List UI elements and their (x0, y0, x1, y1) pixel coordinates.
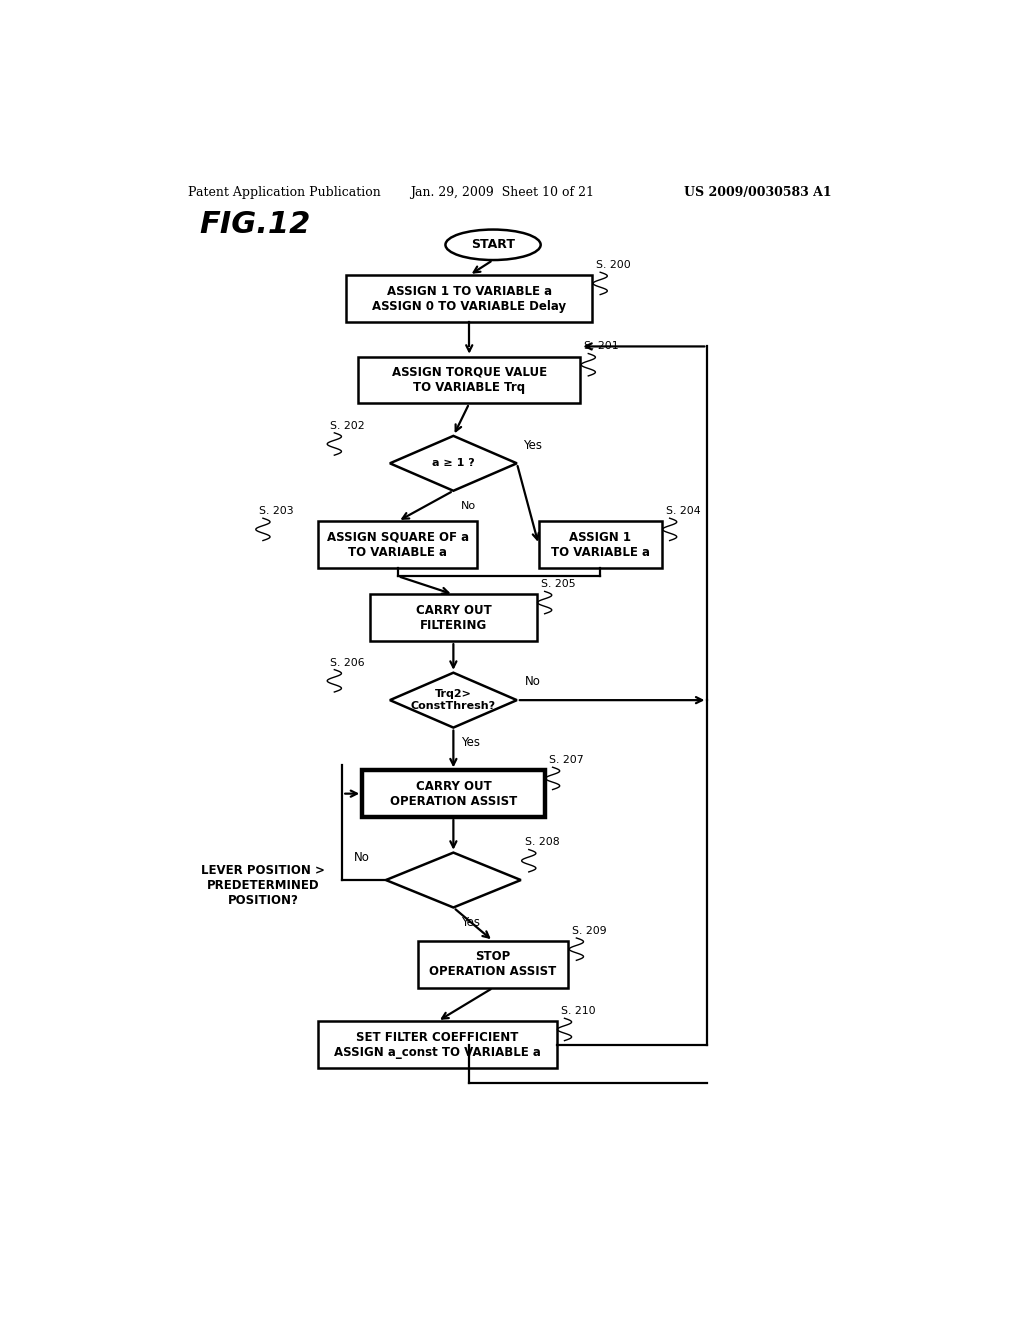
Text: START: START (471, 239, 515, 251)
Text: Jan. 29, 2009  Sheet 10 of 21: Jan. 29, 2009 Sheet 10 of 21 (410, 186, 594, 199)
Text: S. 206: S. 206 (331, 657, 365, 668)
Text: a ≥ 1 ?: a ≥ 1 ? (432, 458, 475, 469)
Text: S. 204: S. 204 (666, 506, 700, 516)
Text: S. 200: S. 200 (596, 260, 631, 271)
Text: Yes: Yes (523, 438, 543, 451)
Text: S. 209: S. 209 (572, 925, 607, 936)
Text: US 2009/0030583 A1: US 2009/0030583 A1 (684, 186, 831, 199)
Text: Patent Application Publication: Patent Application Publication (187, 186, 380, 199)
Text: FIG.12: FIG.12 (200, 210, 310, 239)
Text: S. 201: S. 201 (585, 342, 618, 351)
Text: S. 205: S. 205 (541, 579, 575, 589)
Text: ASSIGN 1 TO VARIABLE a
ASSIGN 0 TO VARIABLE Delay: ASSIGN 1 TO VARIABLE a ASSIGN 0 TO VARIA… (372, 285, 566, 313)
Text: S. 207: S. 207 (549, 755, 584, 766)
Text: No: No (354, 851, 370, 865)
Text: STOP
OPERATION ASSIST: STOP OPERATION ASSIST (429, 950, 557, 978)
Text: No: No (524, 676, 541, 688)
Text: Yes: Yes (461, 916, 480, 929)
Text: SET FILTER COEFFICIENT
ASSIGN a_const TO VARIABLE a: SET FILTER COEFFICIENT ASSIGN a_const TO… (334, 1031, 541, 1059)
Text: S. 203: S. 203 (259, 506, 294, 516)
Text: CARRY OUT
OPERATION ASSIST: CARRY OUT OPERATION ASSIST (390, 780, 517, 808)
Text: No: No (461, 502, 476, 511)
Text: LEVER POSITION >
PREDETERMINED
POSITION?: LEVER POSITION > PREDETERMINED POSITION? (201, 863, 325, 907)
Text: ASSIGN 1
TO VARIABLE a: ASSIGN 1 TO VARIABLE a (551, 531, 649, 558)
Text: ASSIGN SQUARE OF a
TO VARIABLE a: ASSIGN SQUARE OF a TO VARIABLE a (327, 531, 469, 558)
Text: ASSIGN TORQUE VALUE
TO VARIABLE Trq: ASSIGN TORQUE VALUE TO VARIABLE Trq (392, 366, 547, 393)
Text: S. 202: S. 202 (331, 421, 365, 430)
Text: S. 208: S. 208 (524, 837, 559, 847)
Text: CARRY OUT
FILTERING: CARRY OUT FILTERING (416, 603, 492, 632)
Text: Yes: Yes (461, 737, 480, 750)
Text: Trq2>
ConstThresh?: Trq2> ConstThresh? (411, 689, 496, 711)
Text: S. 210: S. 210 (560, 1006, 595, 1016)
